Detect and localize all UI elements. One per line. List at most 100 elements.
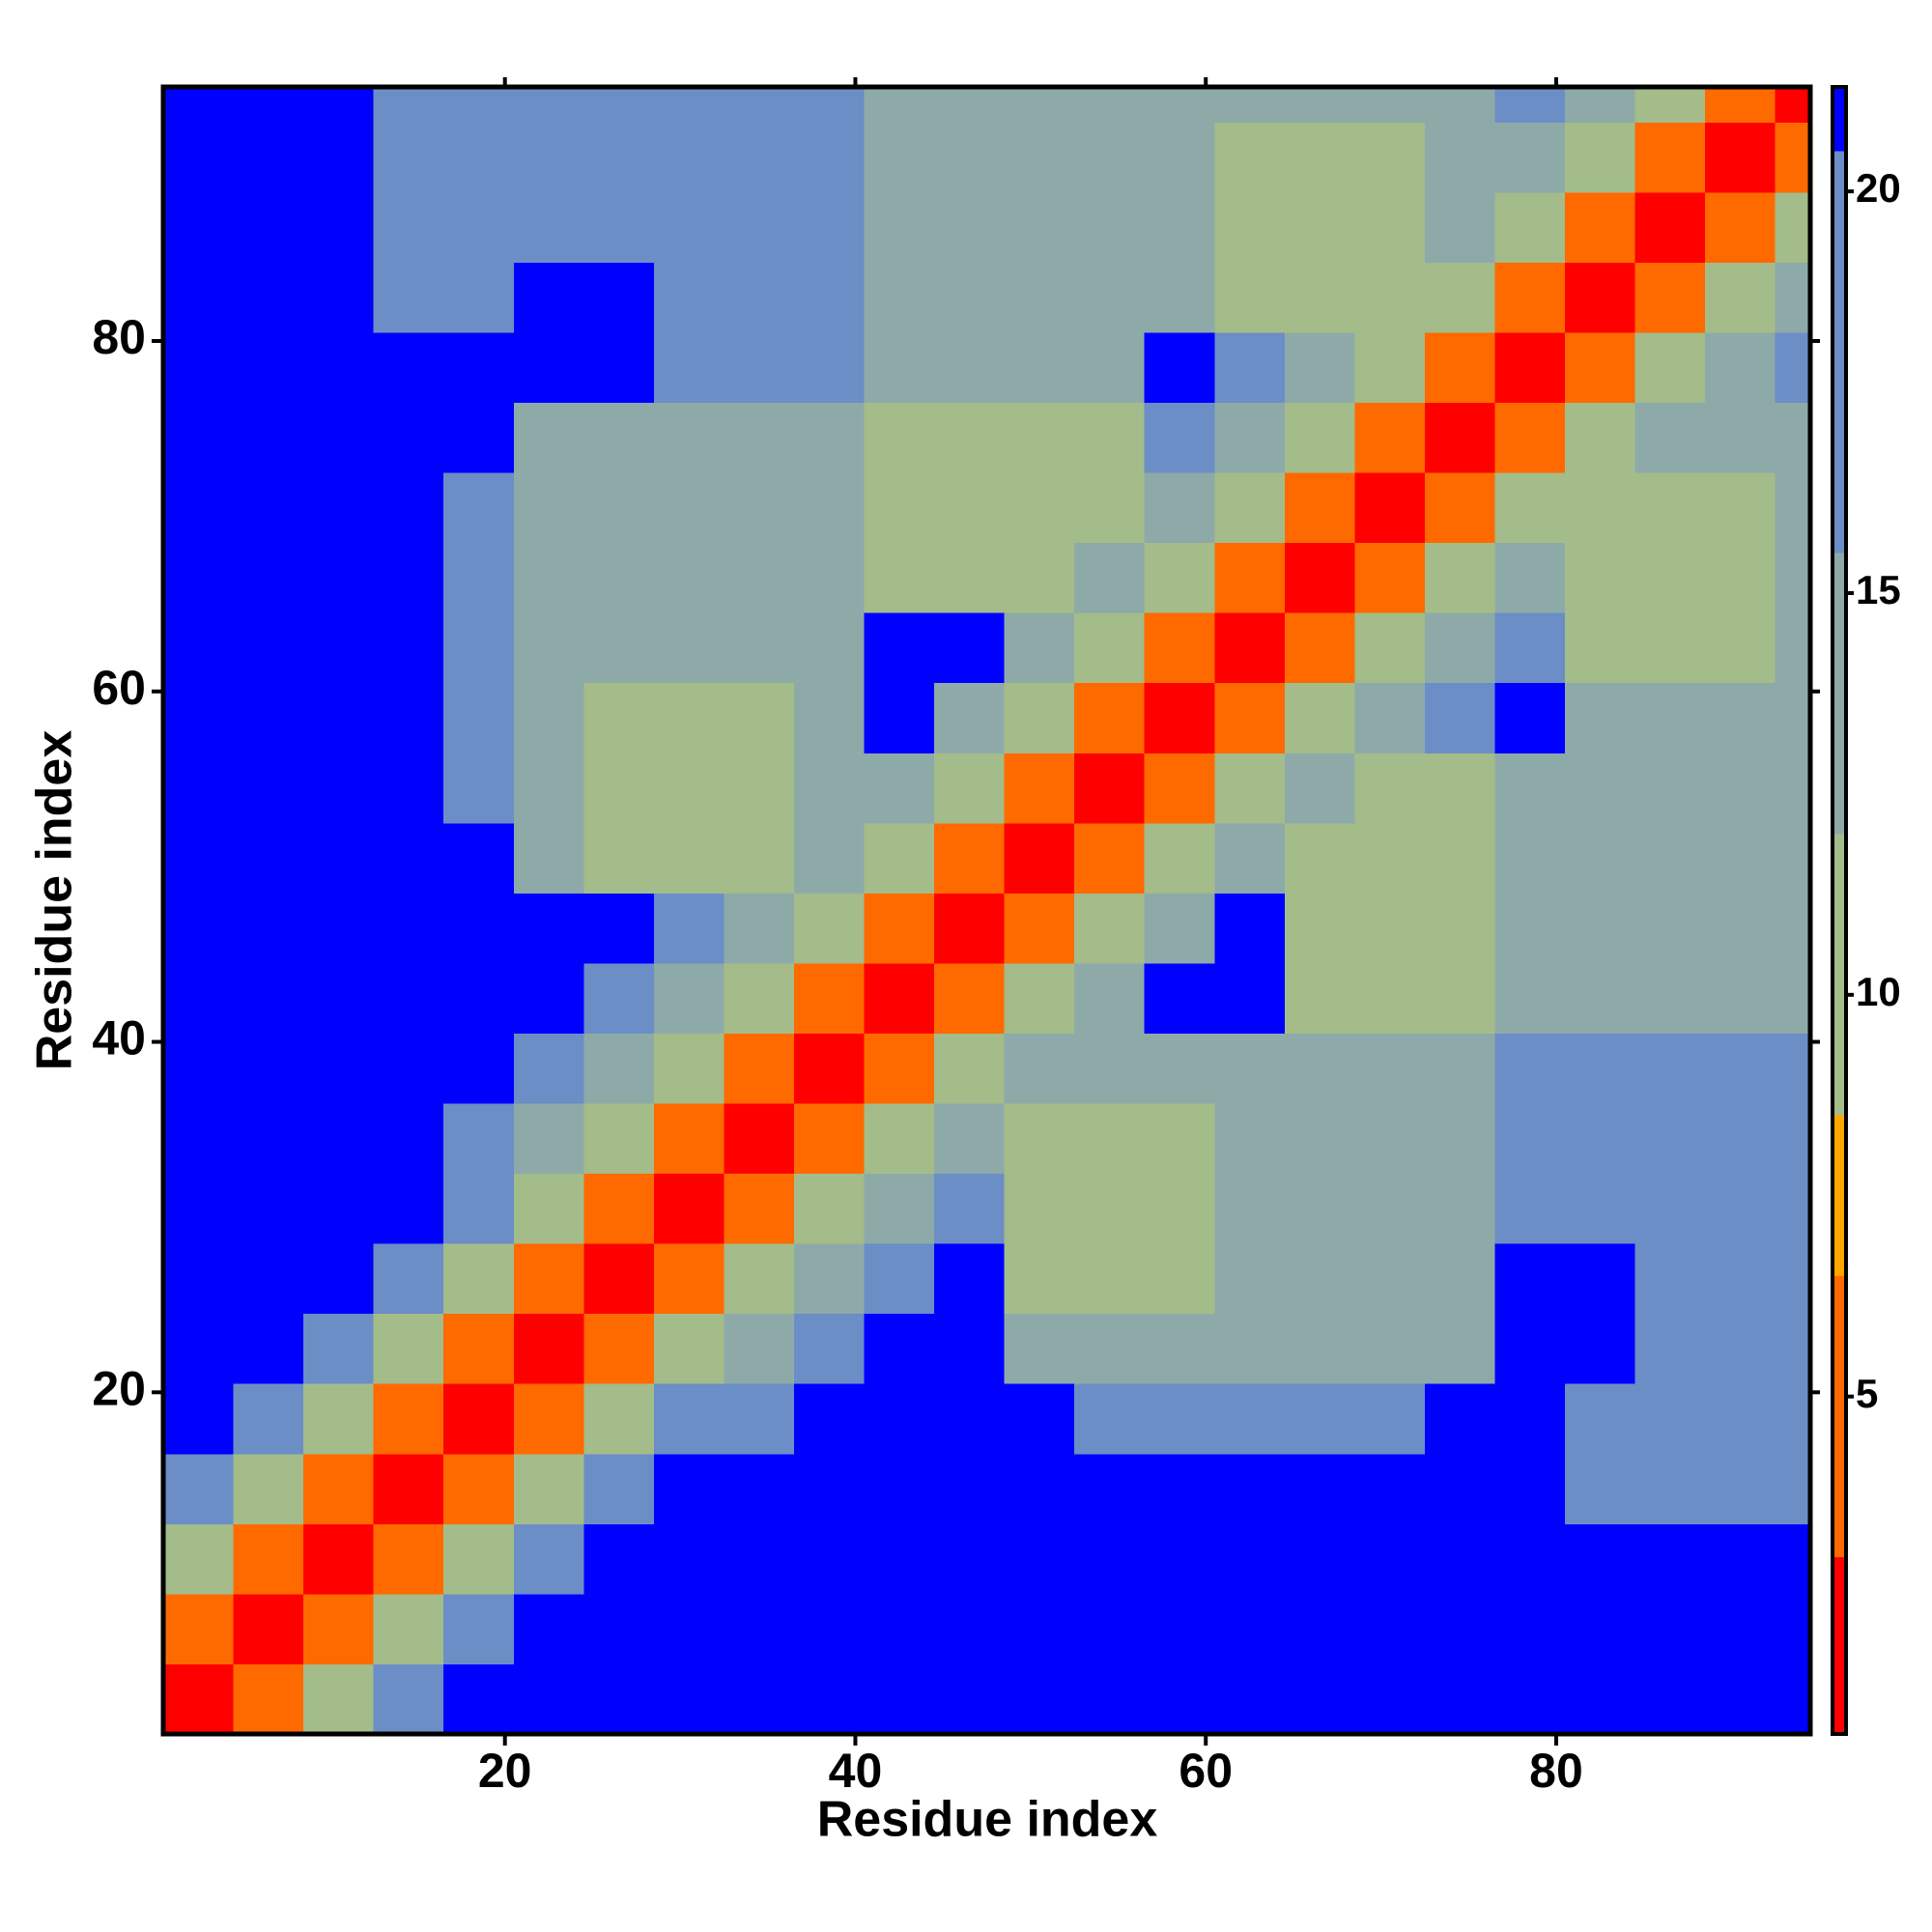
heatmap-cell	[163, 682, 235, 753]
heatmap-cell	[724, 122, 795, 193]
heatmap-cell	[1494, 87, 1566, 123]
x-tick-label: 60	[1179, 1744, 1233, 1798]
heatmap-cell	[373, 87, 444, 123]
x-tick-label: 80	[1529, 1744, 1583, 1798]
heatmap-cell	[1354, 893, 1426, 964]
y-tick-label: 80	[92, 310, 146, 364]
heatmap-cell	[1144, 893, 1215, 964]
heatmap-cell	[864, 1593, 935, 1664]
heatmap-cell	[1565, 962, 1636, 1034]
heatmap-cell	[1634, 472, 1706, 544]
heatmap-cell	[1144, 191, 1215, 263]
heatmap-cell	[163, 1103, 235, 1175]
heatmap-cell	[1214, 962, 1286, 1034]
heatmap-cell	[1634, 1243, 1706, 1315]
heatmap-cell	[443, 753, 515, 824]
heatmap-cell	[1424, 1593, 1496, 1664]
heatmap-cell	[303, 893, 375, 964]
heatmap-cell	[793, 1453, 866, 1524]
heatmap-cell	[303, 1383, 375, 1455]
heatmap-cell	[303, 753, 375, 824]
heatmap-cell	[1634, 1523, 1706, 1595]
heatmap-cell	[373, 1103, 444, 1175]
heatmap-cell	[724, 191, 795, 263]
heatmap-cell	[163, 262, 235, 333]
heatmap-cell	[1074, 402, 1146, 473]
heatmap-cell	[653, 542, 724, 613]
heatmap-cell	[443, 331, 515, 403]
heatmap-cell	[373, 753, 444, 824]
heatmap-cell	[1004, 1243, 1075, 1315]
heatmap-cell	[233, 542, 304, 613]
heatmap-cell	[1565, 753, 1636, 824]
heatmap-cell	[864, 87, 935, 123]
heatmap-cell	[1634, 1033, 1706, 1104]
heatmap-cell	[443, 542, 515, 613]
heatmap-cell	[1144, 87, 1215, 123]
heatmap-cell	[303, 962, 375, 1034]
heatmap-cell	[1074, 1663, 1146, 1735]
heatmap-cell	[583, 1313, 655, 1384]
heatmap-cell	[1775, 472, 1811, 544]
heatmap-cell	[1144, 682, 1215, 753]
heatmap-cell	[1634, 1593, 1706, 1664]
heatmap-cell	[793, 1593, 866, 1664]
heatmap-cell	[653, 262, 724, 333]
heatmap-cell	[513, 1523, 584, 1595]
colorbar-segment	[1833, 1275, 1846, 1558]
heatmap-cell	[1354, 753, 1426, 824]
colorbar-segment	[1833, 151, 1846, 554]
heatmap-cell	[724, 1103, 795, 1175]
heatmap-cell	[653, 753, 724, 824]
heatmap-cell	[934, 1103, 1006, 1175]
heatmap-cell	[793, 1103, 866, 1175]
heatmap-cell	[864, 753, 935, 824]
x-tick-label: 40	[829, 1744, 883, 1798]
heatmap-cell	[1074, 753, 1146, 824]
heatmap-cell	[1354, 682, 1426, 753]
heatmap-cell	[513, 1173, 584, 1244]
heatmap-cell	[1634, 1383, 1706, 1455]
heatmap-cell	[233, 1453, 304, 1524]
heatmap-cell	[1284, 1243, 1355, 1315]
heatmap-cell	[513, 1593, 584, 1664]
heatmap-cell	[583, 262, 655, 333]
heatmap-cell	[1494, 612, 1566, 684]
heatmap-cell	[1214, 1033, 1286, 1104]
heatmap-cell	[1284, 1523, 1355, 1595]
heatmap-cell	[1004, 331, 1075, 403]
heatmap-cell	[1565, 472, 1636, 544]
heatmap-cell	[1705, 1663, 1776, 1735]
heatmap-cell	[1494, 893, 1566, 964]
heatmap-cell	[513, 962, 584, 1034]
heatmap-cell	[1775, 542, 1811, 613]
heatmap-cell	[163, 472, 235, 544]
heatmap-cell	[1634, 122, 1706, 193]
heatmap-cell	[1775, 962, 1811, 1034]
heatmap-cell	[793, 822, 866, 894]
heatmap-cell	[1144, 612, 1215, 684]
heatmap-cell	[1004, 1383, 1075, 1455]
heatmap-cell	[1494, 1523, 1566, 1595]
heatmap-cell	[1775, 822, 1811, 894]
heatmap-cell	[303, 612, 375, 684]
heatmap-cell	[233, 1173, 304, 1244]
heatmap-cell	[443, 1523, 515, 1595]
heatmap-cell	[1424, 1103, 1496, 1175]
heatmap-cell	[1004, 612, 1075, 684]
heatmap-cell	[934, 1593, 1006, 1664]
heatmap-cell	[1284, 962, 1355, 1034]
heatmap-cell	[1004, 1103, 1075, 1175]
heatmap-cell	[793, 1663, 866, 1735]
heatmap-cell	[1074, 87, 1146, 123]
heatmap-cell	[653, 1173, 724, 1244]
heatmap-cell	[1705, 262, 1776, 333]
heatmap-cell	[1565, 402, 1636, 473]
y-tick-label: 20	[92, 1362, 146, 1416]
heatmap-cell	[1705, 1593, 1776, 1664]
heatmap-cell	[163, 1523, 235, 1595]
heatmap-cell	[1494, 191, 1566, 263]
heatmap-cell	[1565, 682, 1636, 753]
heatmap-cell	[1494, 472, 1566, 544]
